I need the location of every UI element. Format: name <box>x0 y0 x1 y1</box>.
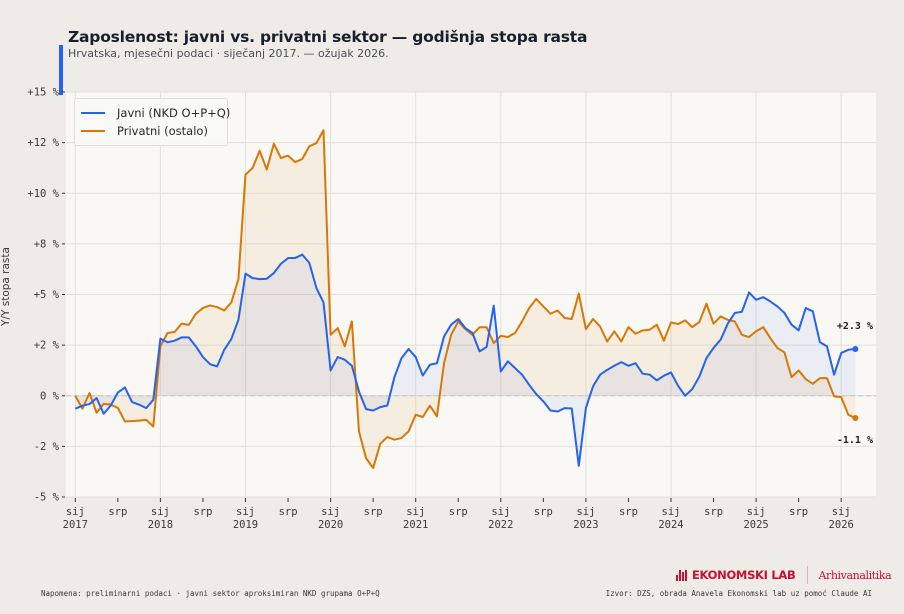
y-tick-label: +5 % <box>34 289 60 301</box>
end-markers: +2.3 % -1.1 % <box>837 321 873 446</box>
x-tick-year: 2025 <box>743 519 768 531</box>
legend-item-private[interactable]: Privatni (ostalo) <box>81 123 208 139</box>
end-dot-public <box>852 345 859 352</box>
end-label-private: -1.1 % <box>837 435 873 446</box>
x-tick-label: sij <box>151 506 170 518</box>
x-tick-label: srp <box>108 506 127 518</box>
legend-label-public: Javni (NKD O+P+Q) <box>117 106 231 120</box>
area-public <box>75 254 856 466</box>
y-tick-label: +2 % <box>34 340 60 352</box>
x-tick-label: sij <box>321 506 340 518</box>
x-tick-year: 2023 <box>573 519 598 531</box>
legend: Javni (NKD O+P+Q) Privatni (ostalo) <box>74 98 230 146</box>
x-tick-year: 2017 <box>63 519 88 531</box>
legend-label-private: Privatni (ostalo) <box>117 124 208 138</box>
x-tick-year: 2024 <box>658 519 683 531</box>
x-tick-year: 2021 <box>403 519 428 531</box>
x-tick-label: sij <box>662 506 681 518</box>
x-tick-label: srp <box>704 506 723 518</box>
x-tick-label: srp <box>534 506 553 518</box>
x-tick-year: 2020 <box>318 519 343 531</box>
x-tick-label: srp <box>279 506 298 518</box>
series-lines <box>74 129 856 470</box>
logo-divider <box>807 566 809 584</box>
area-private <box>75 130 856 469</box>
x-tick-label: sij <box>832 506 851 518</box>
x-tick-year: 2026 <box>829 519 854 531</box>
source-note: Izvor: DZS, obrada Anavela Ekonomski lab… <box>605 589 872 598</box>
x-tick-label: srp <box>789 506 808 518</box>
chart-subtitle: Hrvatska, mjesečni podaci · siječanj 201… <box>68 47 389 60</box>
series-areas <box>75 130 856 469</box>
chart-title: Zaposlenost: javni vs. privatni sektor —… <box>68 28 588 46</box>
logo-sub-text: Arhivanalitika <box>818 568 892 582</box>
x-tick-year: 2018 <box>148 519 173 531</box>
x-tick-label: sij <box>406 506 425 518</box>
x-tick-year: 2022 <box>488 519 513 531</box>
y-tick-label: +10 % <box>27 188 59 200</box>
y-tick-label: +15 % <box>27 87 59 99</box>
x-tick-label: sij <box>747 506 766 518</box>
x-tick-label: srp <box>619 506 638 518</box>
y-axis: +15 % +12 % +10 % +8 % +5 % +2 % 0 % -2 % -5 % <box>27 87 65 504</box>
end-label-public: +2.3 % <box>837 321 873 332</box>
title-accent-bar <box>59 45 63 95</box>
y-tick-label: +12 % <box>27 137 59 149</box>
legend-item-public[interactable]: Javni (NKD O+P+Q) <box>81 105 230 121</box>
ekonomski-lab-logo: EKONOMSKI LAB Arhivanalitika <box>676 566 892 584</box>
y-tick-label: -5 % <box>34 492 60 504</box>
bars-logo-icon <box>676 569 688 581</box>
x-tick-label: srp <box>449 506 468 518</box>
x-tick-label: sij <box>236 506 255 518</box>
footnote: Napomena: preliminarni podaci · javni se… <box>41 589 380 598</box>
y-tick-label: +8 % <box>34 238 60 250</box>
legend-swatch-public <box>81 111 105 115</box>
x-tick-label: srp <box>193 506 212 518</box>
y-tick-label: -2 % <box>34 441 60 453</box>
x-tick-label: sij <box>576 506 595 518</box>
end-dot-private <box>852 415 859 422</box>
y-axis-label: Y/Y stopa rasta <box>0 247 12 327</box>
x-tick-label: sij <box>491 506 510 518</box>
x-tick-year: 2019 <box>233 519 258 531</box>
x-tick-label: srp <box>364 506 383 518</box>
legend-swatch-private <box>81 129 105 133</box>
y-tick-label: 0 % <box>40 390 60 402</box>
line-public <box>74 253 856 467</box>
x-tick-label: sij <box>66 506 85 518</box>
logo-main-text: EKONOMSKI LAB <box>692 568 796 582</box>
